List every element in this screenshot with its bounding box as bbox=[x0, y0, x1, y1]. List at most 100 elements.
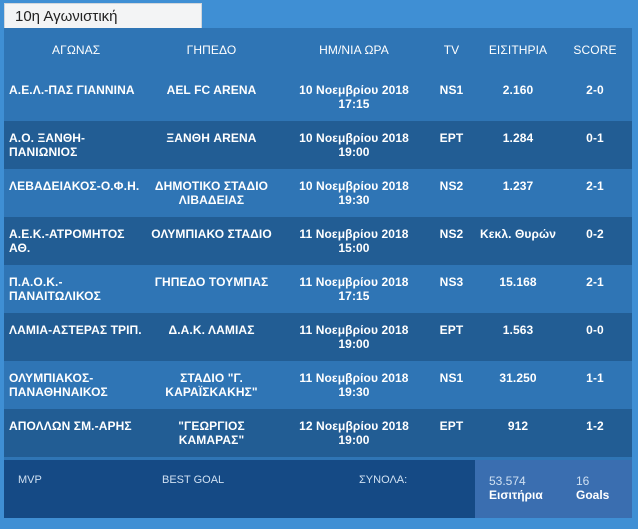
cell-stadium-line1: ΞΑΝΘΗ ARENA bbox=[166, 131, 257, 145]
cell-date-line1: 10 Νοεμβρίου 2018 bbox=[299, 83, 409, 97]
cell-date-line2: 15:00 bbox=[338, 241, 370, 255]
cell-tickets: 912 bbox=[507, 419, 529, 433]
cell-match-line1: ΟΛΥΜΠΙΑΚΟΣ- bbox=[9, 371, 94, 385]
cell-stadium: Δ.Α.Κ. ΛΑΜΙΑΣ bbox=[144, 323, 279, 337]
fixtures-table: ΑΓΩΝΑΣ ΓΗΠΕΔΟ ΗΜ/ΝΙΑ ΩΡΑ TV ΕΙΣΙΤΗΡΙΑ SC… bbox=[4, 28, 632, 518]
cell-stadium-line1: "ΓΕΩΡΓΙΟΣ ΚΑΜΑΡΑΣ" bbox=[178, 419, 245, 447]
cell-match-line2: ΑΘ. bbox=[9, 241, 31, 255]
table-row: Α.Ε.Κ.-ΑΤΡΟΜΗΤΟΣ ΑΘ. ΟΛΥΜΠΙΑΚΟ ΣΤΑΔΙΟ 11 Νο… bbox=[4, 217, 632, 265]
goals-word: Goals bbox=[576, 488, 610, 502]
goals-total: 16 bbox=[576, 474, 590, 488]
cell-tv: ΕΡΤ bbox=[439, 419, 464, 433]
cell-stadium-line2: ΛΙΒΑΔΕΙΑΣ bbox=[178, 193, 245, 207]
cell-score: 2-1 bbox=[586, 275, 604, 289]
cell-stadium: "ΓΕΩΡΓΙΟΣ ΚΑΜΑΡΑΣ" bbox=[144, 419, 279, 447]
cell-match: Π.Α.Ο.Κ.- ΠΑΝΑΙΤΩΛΙΚΟΣ bbox=[9, 275, 149, 303]
cell-date-line1: 11 Νοεμβρίου 2018 bbox=[299, 323, 409, 337]
cell-stadium-line1: ΣΤΑΔΙΟ "Γ. bbox=[180, 371, 243, 385]
header-tv: TV bbox=[443, 43, 460, 57]
table-row: Α.Ε.Λ.-ΠΑΣ ΓΙΑΝΝΙΝΑ AEL FC ARENA 10 Νοεμβρ… bbox=[4, 73, 632, 121]
cell-tv: ΕΡΤ bbox=[439, 131, 464, 145]
header-stadium: ΓΗΠΕΔΟ bbox=[186, 43, 237, 57]
cell-stadium: ΞΑΝΘΗ ARENA bbox=[144, 131, 279, 145]
cell-score: 0-0 bbox=[586, 323, 604, 337]
cell-score: 2-1 bbox=[586, 179, 604, 193]
cell-tickets: 1.563 bbox=[502, 323, 534, 337]
cell-stadium: ΔΗΜΟΤΙΚΟ ΣΤΑΔΙΟ ΛΙΒΑΔΕΙΑΣ bbox=[144, 179, 279, 207]
cell-date-line1: 10 Νοεμβρίου 2018 bbox=[299, 179, 409, 193]
cell-date-line2: 19:00 bbox=[338, 337, 370, 351]
cell-score: 0-2 bbox=[586, 227, 604, 241]
cell-tv: NS3 bbox=[439, 275, 464, 289]
table-row: Α.Ο. ΞΑΝΘΗ- ΠΑΝΙΩΝΙΟΣ ΞΑΝΘΗ ARENA 10 Νοεμβρ… bbox=[4, 121, 632, 169]
cell-stadium: AEL FC ARENA bbox=[144, 83, 279, 97]
cell-match: ΑΠΟΛΛΩΝ ΣΜ.-ΑΡΗΣ bbox=[9, 419, 149, 433]
cell-tickets: 1.284 bbox=[502, 131, 534, 145]
cell-match-line1: ΑΠΟΛΛΩΝ ΣΜ.-ΑΡΗΣ bbox=[9, 419, 132, 433]
cell-match: ΛΕΒΑΔΕΙΑΚΟΣ-Ο.Φ.Η. bbox=[9, 179, 149, 193]
cell-match-line2: ΠΑΝΙΩΝΙΟΣ bbox=[9, 145, 78, 159]
tickets-total: 53.574 bbox=[489, 474, 526, 488]
cell-match-line2: ΠΑΝΑΘΗΝΑΙΚΟΣ bbox=[9, 385, 108, 399]
cell-stadium: ΟΛΥΜΠΙΑΚΟ ΣΤΑΔΙΟ bbox=[144, 227, 279, 241]
cell-tv: NS2 bbox=[439, 227, 464, 241]
header-date: ΗΜ/ΝΙΑ ΩΡΑ bbox=[319, 43, 389, 57]
cell-match-line1: Α.Ε.Λ.-ΠΑΣ ΓΙΑΝΝΙΝΑ bbox=[9, 83, 135, 97]
best-goal-label: BEST GOAL bbox=[162, 474, 225, 486]
cell-match: ΛΑΜΙΑ-ΑΣΤΕΡΑΣ ΤΡΙΠ. bbox=[9, 323, 149, 337]
cell-match: Α.Ο. ΞΑΝΘΗ- ΠΑΝΙΩΝΙΟΣ bbox=[9, 131, 149, 159]
table-row: ΛΕΒΑΔΕΙΑΚΟΣ-Ο.Φ.Η. ΔΗΜΟΤΙΚΟ ΣΤΑΔΙΟ ΛΙΒΑΔΕΙ… bbox=[4, 169, 632, 217]
table-footer: MVP BEST GOAL ΣΥΝΟΛΑ: 53.574 Εισιτήρια 1… bbox=[4, 460, 632, 518]
cell-tickets: 15.168 bbox=[499, 275, 537, 289]
cell-date-line2: 17:15 bbox=[338, 289, 370, 303]
cell-match-line1: Π.Α.Ο.Κ.- bbox=[9, 275, 63, 289]
matchday-tab[interactable]: 10η Αγωνιστική bbox=[4, 3, 202, 28]
table-row: ΟΛΥΜΠΙΑΚΟΣ- ΠΑΝΑΘΗΝΑΙΚΟΣ ΣΤΑΔΙΟ "Γ. ΚΑΡΑΪΣΚ… bbox=[4, 361, 632, 409]
cell-tv: NS2 bbox=[439, 179, 464, 193]
cell-stadium-line1: ΟΛΥΜΠΙΑΚΟ ΣΤΑΔΙΟ bbox=[151, 227, 272, 241]
cell-match-line1: Α.Ε.Κ.-ΑΤΡΟΜΗΤΟΣ bbox=[9, 227, 125, 241]
cell-stadium: ΓΗΠΕΔΟ ΤΟΥΜΠΑΣ bbox=[144, 275, 279, 289]
cell-tickets: Κεκλ. Θυρών bbox=[479, 227, 557, 241]
cell-stadium-line1: ΔΗΜΟΤΙΚΟ ΣΤΑΔΙΟ bbox=[154, 179, 269, 193]
cell-date: 10 Νοεμβρίου 2018 19:30 bbox=[289, 179, 419, 207]
cell-match-line1: ΛΑΜΙΑ-ΑΣΤΕΡΑΣ ΤΡΙΠ. bbox=[9, 323, 142, 337]
cell-score: 0-1 bbox=[586, 131, 604, 145]
cell-date-line2: 19:00 bbox=[338, 433, 370, 447]
cell-date-line2: 19:30 bbox=[338, 193, 370, 207]
cell-match: Α.Ε.Λ.-ΠΑΣ ΓΙΑΝΝΙΝΑ bbox=[9, 83, 149, 97]
cell-score: 1-1 bbox=[586, 371, 604, 385]
totals-box: 53.574 Εισιτήρια 16 Goals bbox=[475, 460, 632, 518]
cell-match: ΟΛΥΜΠΙΑΚΟΣ- ΠΑΝΑΘΗΝΑΙΚΟΣ bbox=[9, 371, 149, 399]
cell-date-line1: 11 Νοεμβρίου 2018 bbox=[299, 371, 409, 385]
header-score: SCORE bbox=[573, 43, 617, 57]
cell-tickets: 2.160 bbox=[502, 83, 534, 97]
cell-date: 12 Νοεμβρίου 2018 19:00 bbox=[289, 419, 419, 447]
cell-date: 10 Νοεμβρίου 2018 19:00 bbox=[289, 131, 419, 159]
cell-tickets: 1.237 bbox=[502, 179, 534, 193]
cell-match-line2: ΠΑΝΑΙΤΩΛΙΚΟΣ bbox=[9, 289, 101, 303]
cell-date-line1: 11 Νοεμβρίου 2018 bbox=[299, 227, 409, 241]
cell-date: 11 Νοεμβρίου 2018 19:00 bbox=[289, 323, 419, 351]
cell-stadium-line1: ΓΗΠΕΔΟ ΤΟΥΜΠΑΣ bbox=[154, 275, 269, 289]
cell-date-line1: 11 Νοεμβρίου 2018 bbox=[299, 275, 409, 289]
cell-stadium-line1: AEL FC ARENA bbox=[166, 83, 257, 97]
table-header: ΑΓΩΝΑΣ ΓΗΠΕΔΟ ΗΜ/ΝΙΑ ΩΡΑ TV ΕΙΣΙΤΗΡΙΑ SC… bbox=[4, 28, 632, 73]
cell-date-line2: 17:15 bbox=[338, 97, 370, 111]
cell-score: 1-2 bbox=[586, 419, 604, 433]
cell-score: 2-0 bbox=[586, 83, 604, 97]
table-row: Π.Α.Ο.Κ.- ΠΑΝΑΙΤΩΛΙΚΟΣ ΓΗΠΕΔΟ ΤΟΥΜΠΑΣ 11 Νο… bbox=[4, 265, 632, 313]
cell-match-line1: ΛΕΒΑΔΕΙΑΚΟΣ-Ο.Φ.Η. bbox=[9, 179, 140, 193]
header-tickets: ΕΙΣΙΤΗΡΙΑ bbox=[488, 43, 548, 57]
cell-date: 11 Νοεμβρίου 2018 19:30 bbox=[289, 371, 419, 399]
cell-match: Α.Ε.Κ.-ΑΤΡΟΜΗΤΟΣ ΑΘ. bbox=[9, 227, 149, 255]
cell-stadium-line2: ΚΑΡΑΪΣΚΑΚΗΣ" bbox=[165, 385, 258, 399]
cell-stadium-line1: Δ.Α.Κ. ΛΑΜΙΑΣ bbox=[168, 323, 255, 337]
cell-date-line2: 19:00 bbox=[338, 145, 370, 159]
table-row: ΛΑΜΙΑ-ΑΣΤΕΡΑΣ ΤΡΙΠ. Δ.Α.Κ. ΛΑΜΙΑΣ 11 Νοεμβ… bbox=[4, 313, 632, 361]
cell-date: 11 Νοεμβρίου 2018 17:15 bbox=[289, 275, 419, 303]
cell-tv: NS1 bbox=[439, 83, 464, 97]
header-match: ΑΓΩΝΑΣ bbox=[52, 43, 101, 57]
cell-tv: NS1 bbox=[439, 371, 464, 385]
